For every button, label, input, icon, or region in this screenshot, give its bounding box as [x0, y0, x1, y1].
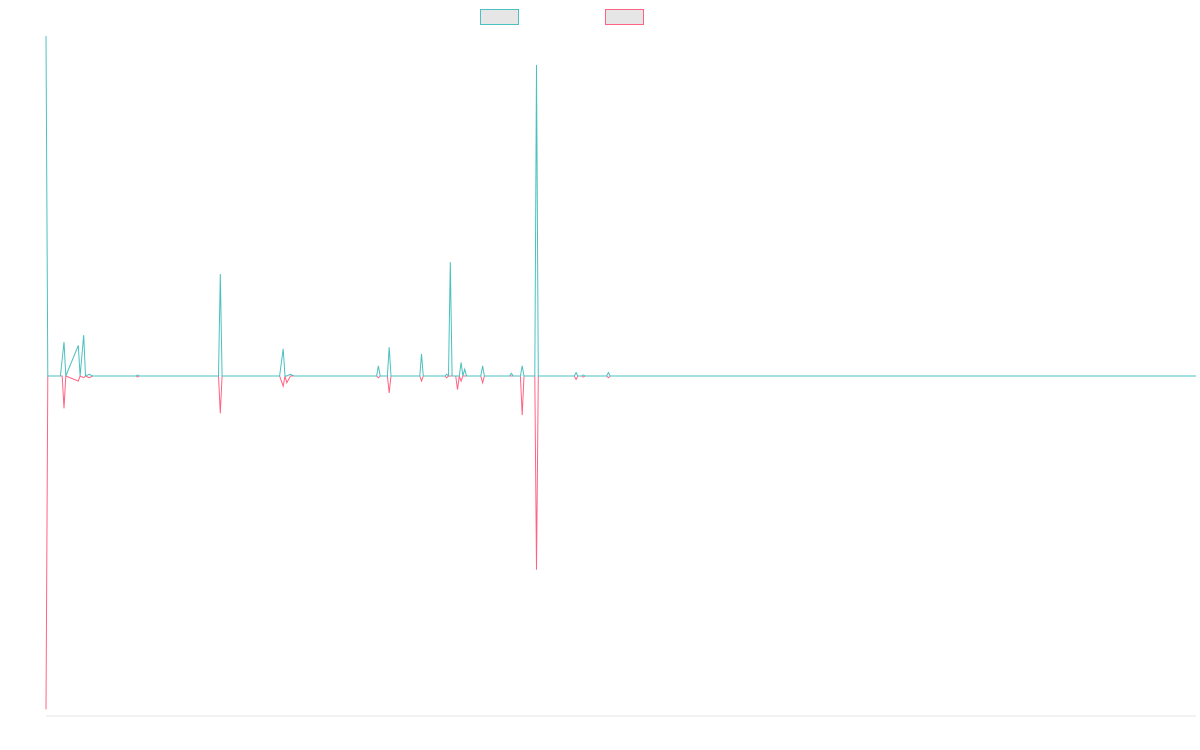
legend-swatch-series-a[interactable] — [480, 9, 519, 25]
series-line-a — [45, 35, 1196, 378]
series-line-b — [45, 375, 1196, 710]
series-layer — [45, 35, 1196, 710]
legend-swatch-series-b[interactable] — [605, 9, 644, 25]
